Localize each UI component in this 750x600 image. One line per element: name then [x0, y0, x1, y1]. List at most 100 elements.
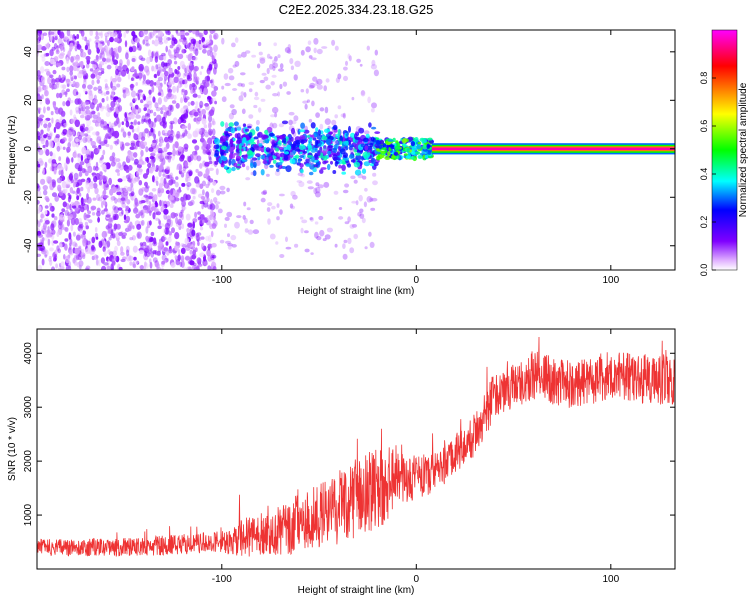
spectrogram-cell	[305, 46, 311, 53]
spectrogram-cell	[179, 165, 182, 172]
spectrogram-cell	[141, 219, 145, 226]
spectrogram-cell	[110, 100, 116, 108]
spectrogram-cell	[47, 135, 52, 140]
spectrogram-cell	[130, 191, 135, 197]
spectrogram-cell	[74, 119, 81, 128]
spectrogram-cell	[95, 75, 101, 80]
spectrogram-cell	[125, 30, 130, 34]
spectrogram-cell	[270, 114, 276, 118]
spectrogram-cell	[142, 39, 146, 45]
spectrogram-cell	[65, 266, 70, 270]
spectrogram-cell	[81, 168, 86, 174]
spectrogram-cell	[181, 244, 187, 248]
spectrogram-cell	[320, 167, 327, 170]
spectrogram-cell	[68, 249, 73, 255]
spectrogram-cell	[131, 55, 137, 63]
spectrogram-cell	[50, 34, 53, 42]
spectrogram-y-label: Frequency (Hz)	[7, 116, 18, 185]
spectrogram-cell	[212, 181, 217, 186]
spectrogram-cell	[145, 146, 149, 153]
spectrogram-cell	[148, 192, 154, 199]
spectrogram-cell	[155, 153, 161, 161]
spectrogram-cell	[159, 73, 165, 78]
spectrogram-cell	[241, 51, 247, 58]
spectrogram-cell	[173, 76, 179, 84]
spectrogram-cell	[104, 32, 110, 38]
spectrogram-cell	[49, 132, 53, 140]
spectrogram-cell	[40, 213, 44, 219]
spectrogram-cell	[143, 194, 149, 198]
spectrogram-cell	[208, 178, 214, 183]
spectrogram-cell	[121, 235, 126, 239]
spectrogram-cell	[306, 149, 310, 153]
spectrogram-cell	[166, 223, 169, 229]
spectrogram-cell	[290, 136, 294, 142]
spectrogram-cell	[86, 154, 91, 161]
spectrogram-cell	[37, 44, 43, 50]
spectrogram-cell	[332, 147, 338, 153]
spectrogram-cell	[153, 194, 158, 202]
spectrogram-cell	[192, 221, 195, 229]
spectrogram-cell	[85, 182, 90, 190]
spectrogram-cell	[145, 235, 150, 242]
spectrogram-cell	[130, 142, 136, 147]
spectrogram-cell	[110, 195, 114, 202]
spectrogram-cell	[213, 32, 219, 40]
spectrogram-cell	[126, 186, 133, 192]
spectrogram-cell	[220, 121, 225, 127]
spectrogram-cell	[123, 214, 127, 221]
spectrogram-cell	[86, 177, 91, 183]
spectrogram-cell	[238, 95, 244, 102]
spectrogram-cell	[166, 215, 172, 223]
spectrogram-cell	[111, 209, 116, 217]
spectrogram-cell	[156, 70, 161, 77]
spectrogram-cell	[309, 82, 316, 88]
spectrogram-cell	[149, 220, 152, 226]
spectrogram-cell	[250, 171, 254, 176]
spectrogram-cell	[364, 130, 370, 135]
spectrogram-cell	[155, 114, 162, 122]
spectrogram-cell	[46, 71, 51, 76]
spectrogram-cell	[62, 137, 67, 142]
spectrogram-cell	[279, 63, 284, 69]
spectrogram-cell	[169, 203, 174, 208]
spectrogram-cell	[38, 247, 44, 251]
spectrogram-cell	[300, 173, 305, 178]
spectrogram-cell	[343, 75, 348, 82]
spectrogram-cell	[37, 93, 40, 97]
spectrogram-cell	[80, 61, 84, 69]
spectrogram-cell	[184, 83, 188, 88]
spectrogram-cell	[173, 55, 177, 60]
spectrogram-cell	[144, 43, 151, 47]
spectrogram-cell	[330, 160, 333, 165]
spectrogram-cell	[175, 102, 180, 109]
spectrogram-cell	[253, 96, 260, 101]
spectrogram-cell	[140, 99, 144, 104]
spectrogram-cell	[174, 60, 178, 65]
spectrogram-cell	[53, 126, 57, 133]
spectrogram-cell	[41, 46, 47, 51]
spectrogram-cell	[209, 203, 216, 211]
spectrogram-cell	[100, 105, 106, 110]
spectrogram-cell	[195, 77, 198, 85]
spectrogram-cell	[333, 190, 339, 195]
spectrogram-cell	[132, 245, 138, 253]
spectrogram-cell	[68, 232, 72, 240]
spectrogram-cell	[244, 217, 248, 224]
spectrogram-cell	[358, 127, 365, 134]
spectrogram-cell	[266, 207, 271, 212]
spectrogram-cell	[65, 157, 70, 165]
spectrogram-cell	[347, 53, 351, 59]
spectrogram-cell	[121, 202, 126, 208]
spectrogram-cell	[131, 66, 135, 70]
spectrogram-cell	[42, 185, 48, 191]
spectrogram-cell	[184, 129, 188, 137]
spectrogram-cell	[295, 139, 301, 145]
spectrogram-cell	[114, 245, 118, 252]
spectrogram-cell	[90, 151, 94, 159]
spectrogram-cell	[112, 55, 115, 63]
spectrogram-cell	[241, 137, 247, 144]
spectrogram-cell	[76, 34, 80, 39]
spectrogram-cell	[360, 90, 365, 96]
spectrogram-cell	[136, 167, 140, 172]
